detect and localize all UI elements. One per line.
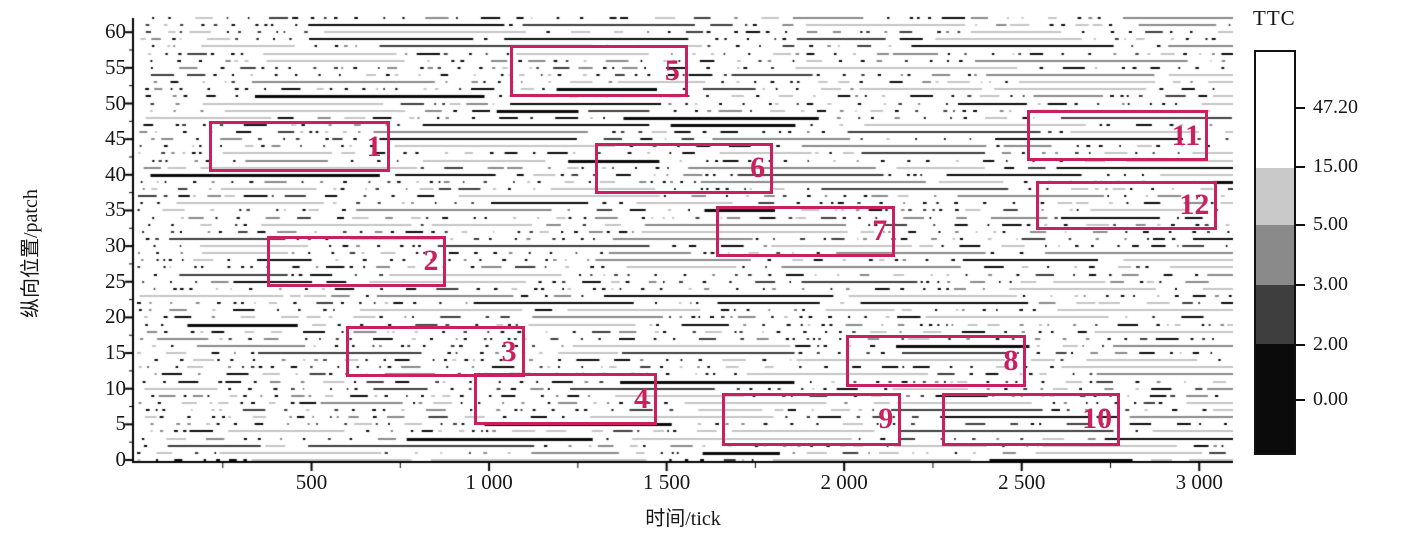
x-tick-label: 2 000	[820, 470, 868, 494]
cluster-box-11: 11	[1027, 109, 1209, 162]
colorbar-band	[1256, 225, 1294, 285]
y-tick-label: 50	[105, 90, 126, 115]
x-tick-label: 3 000	[1175, 470, 1223, 494]
y-tick-label: 35	[105, 197, 126, 222]
cluster-box-label: 4	[634, 382, 650, 416]
cluster-box-label: 11	[1171, 118, 1201, 152]
cluster-box-9: 9	[722, 392, 902, 446]
y-tick-label: 10	[105, 375, 126, 400]
y-tick-label: 25	[105, 268, 126, 293]
y-tick-label: 20	[105, 304, 126, 329]
colorbar-tick-label: 15.00	[1313, 155, 1358, 178]
cluster-box-7: 7	[716, 206, 896, 257]
colorbar-tick	[1296, 398, 1305, 401]
x-tick-label: 1 000	[465, 470, 513, 494]
cluster-box-12: 12	[1036, 181, 1218, 230]
cluster-box-label: 10	[1082, 402, 1113, 436]
cluster-box-1: 1	[208, 121, 390, 172]
cluster-box-label: 6	[750, 151, 766, 185]
cluster-box-5: 5	[510, 45, 688, 98]
colorbar-tick	[1296, 223, 1305, 226]
colorbar-tick-label: 5.00	[1313, 212, 1348, 235]
y-tick-label: 30	[105, 233, 126, 258]
colorbar-tick	[1296, 106, 1305, 109]
colorbar-tick-label: 3.00	[1313, 272, 1348, 295]
cluster-box-2: 2	[267, 236, 447, 287]
x-tick-label: 500	[295, 470, 328, 494]
y-tick-label: 0	[115, 447, 127, 471]
colorbar-band	[1256, 343, 1294, 453]
cluster-box-6: 6	[595, 142, 774, 195]
colorbar-tick-label: 2.00	[1313, 332, 1348, 355]
colorbar-band	[1256, 167, 1294, 226]
y-axis-title: 纵向位置/patch	[20, 189, 42, 318]
colorbar-tick	[1296, 283, 1305, 286]
y-tick-label: 55	[105, 54, 126, 79]
y-tick-label: 45	[105, 126, 126, 151]
colorbar-tick	[1296, 166, 1305, 169]
y-tick-label: 15	[105, 340, 126, 365]
cluster-box-label: 2	[423, 244, 439, 278]
y-tick-label: 40	[105, 161, 126, 186]
cluster-box-label: 9	[878, 402, 894, 436]
cluster-box-label: 7	[872, 214, 888, 248]
cluster-box-label: 8	[1003, 344, 1019, 378]
cluster-box-8: 8	[846, 335, 1027, 388]
cluster-box-4: 4	[474, 373, 658, 426]
cluster-box-label: 1	[366, 129, 382, 163]
cluster-box-3: 3	[345, 325, 525, 378]
x-axis-title: 时间/tick	[645, 508, 721, 530]
colorbar-tick-label: 47.20	[1313, 95, 1358, 118]
y-tick-label: 60	[105, 19, 126, 44]
cluster-box-label: 12	[1179, 188, 1210, 222]
colorbar-tick	[1296, 343, 1305, 346]
colorbar-title: TTC	[1253, 6, 1296, 30]
cluster-box-label: 5	[664, 54, 680, 88]
x-tick-label: 2 500	[998, 470, 1046, 494]
colorbar-tick-label: 0.00	[1313, 387, 1348, 410]
colorbar	[1254, 50, 1296, 455]
x-tick-label: 1 500	[643, 470, 691, 494]
cluster-box-label: 3	[501, 334, 517, 368]
cluster-box-10: 10	[942, 392, 1121, 446]
colorbar-band	[1256, 52, 1294, 168]
y-tick-label: 5	[115, 411, 127, 436]
colorbar-band	[1256, 284, 1294, 344]
